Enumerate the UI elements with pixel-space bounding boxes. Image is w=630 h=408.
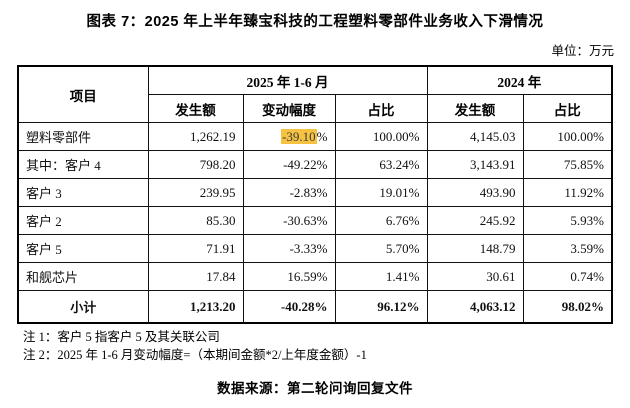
footnote-1: 注 1：客户 5 指客户 5 及其关联公司 [23,330,220,344]
data-source-caption: 数据来源：第二轮问询回复文件 [217,381,413,396]
header-row-groups: 项目 2025 年 1-6 月 2024 年 [17,65,613,123]
table-body: 塑料零部件 1,262.19 -39.10% 100.00% 4,145.03 100.0… [17,122,613,324]
cell-share-2024: 5.93% [522,206,613,235]
cell-change-2025: -2.83% [242,178,336,207]
row-item-label: 客户 3 [17,178,149,207]
cell-share-2025: 19.01% [334,178,428,207]
cell-share-2024: 11.92% [522,178,613,207]
cell-amount-2024: 30.61 [426,262,524,291]
cell-amount-2025: 798.20 [147,150,244,179]
row-item-label: 塑料零部件 [17,122,149,151]
row-item-label: 和舰芯片 [17,262,149,291]
unit-label: 单位：万元 [551,44,614,58]
cell-amount-2024: 3,143.91 [426,150,524,179]
cell-share-2024: 3.59% [522,234,613,263]
table-row: 客户 3 239.95 -2.83% 19.01% 493.90 11.92% [17,178,613,207]
cell-share-2024: 98.02% [522,290,613,324]
cell-change-2025: -3.33% [242,234,336,263]
figure-title: 图表 7：2025 年上半年臻宝科技的工程塑料零部件业务收入下滑情况 [86,14,544,30]
header-row-subcolumns: 发生额 变动幅度 占比 发生额 占比 [18,94,613,123]
cell-amount-2024: 4,063.12 [426,290,524,324]
cell-amount-2024: 493.90 [426,178,524,207]
highlighted-value: -39.10 [281,128,317,144]
cell-change-2025: -40.28% [242,290,336,324]
cell-share-2024: 0.74% [522,262,613,291]
cell-share-2025: 63.24% [334,150,428,179]
cell-amount-2024: 148.79 [426,234,524,263]
cell-share-2025: 6.76% [334,206,428,235]
header-share-2024: 占比 [522,94,613,123]
cell-amount-2025: 85.30 [147,206,244,235]
cell-amount-2025: 239.95 [147,178,244,207]
table-row: 客户 2 85.30 -30.63% 6.76% 245.92 5.93% [17,206,613,235]
cell-amount-2025: 71.91 [147,234,244,263]
cell-amount-2025: 1,262.19 [147,122,244,151]
cell-share-2025: 100.00% [334,122,428,151]
table-row: 其中：客户 4 798.20 -49.22% 63.24% 3,143.91 75.85% [17,150,613,179]
header-amount-2024: 发生额 [426,94,524,123]
header-share-2025: 占比 [334,94,428,123]
table-header: 项目 2025 年 1-6 月 2024 年 发生额 变动幅度 占比 发生额 占… [17,65,613,123]
cell-amount-2025: 17.84 [147,262,244,291]
header-amount-2025: 发生额 [147,94,244,123]
cell-change-2025: 16.59% [242,262,336,291]
header-group-2025: 2025 年 1-6 月 [147,65,428,95]
row-item-label: 客户 5 [17,234,149,263]
row-item-label: 其中：客户 4 [17,150,149,179]
cell-amount-2024: 4,145.03 [426,122,524,151]
table-row: 塑料零部件 1,262.19 -39.10% 100.00% 4,145.03 100.0… [17,122,613,151]
header-item: 项目 [17,65,149,123]
cell-amount-2025: 1,213.20 [147,290,244,324]
table-row: 小计 1,213.20 -40.28% 96.12% 4,063.12 98.02% [17,290,613,324]
row-item-label: 小计 [17,290,149,324]
cell-share-2024: 75.85% [522,150,613,179]
cell-change-2025: -30.63% [242,206,336,235]
footnotes: 注 1：客户 5 指客户 5 及其关联公司 注 2：2025 年 1-6 月变动… [23,329,630,364]
footnote-2: 注 2：2025 年 1-6 月变动幅度=（本期间金额*2/上年度金额）-1 [23,347,367,362]
cell-amount-2024: 245.92 [426,206,524,235]
table-row: 客户 5 71.91 -3.33% 5.70% 148.79 3.59% [17,234,613,263]
table-row: 和舰芯片 17.84 16.59% 1.41% 30.61 0.74% [17,262,613,291]
cell-share-2025: 96.12% [334,290,428,324]
header-group-2024: 2024 年 [426,65,613,95]
cell-change-2025: -49.22% [242,150,336,179]
cell-change-2025: -39.10% [242,122,336,151]
row-item-label: 客户 2 [17,206,149,235]
header-change-2025: 变动幅度 [242,94,336,123]
cell-share-2025: 1.41% [334,262,428,291]
revenue-table: 项目 2025 年 1-6 月 2024 年 发生额 变动幅度 占比 发生额 占… [17,65,613,324]
cell-share-2025: 5.70% [334,234,428,263]
cell-share-2024: 100.00% [522,122,613,151]
